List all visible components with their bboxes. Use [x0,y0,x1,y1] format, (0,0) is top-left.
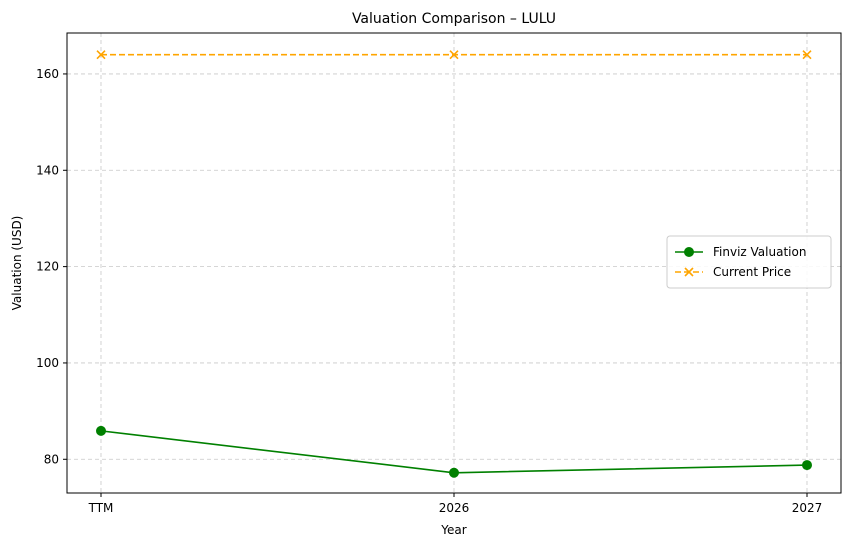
legend-label: Current Price [713,265,791,279]
legend-swatch-marker [684,267,694,277]
legend: Finviz Valuation Current Price [666,235,832,289]
legend-swatch-marker [684,247,694,257]
marker-stroke [684,267,694,277]
x-tick-label: 2026 [439,501,470,515]
data-point-finviz-valuation [449,467,459,478]
x-tick-label: 2027 [792,501,823,515]
legend-item-current-price: Current Price [675,265,791,279]
y-tick-label: 140 [36,163,59,177]
data-point-current-price [449,50,459,60]
axes-layer: TTM 2026 2027 80 100 120 140 160 [36,32,842,515]
data-point-current-price [802,50,812,60]
x-axis-label: Year [440,523,466,537]
y-axis-label: Valuation (USD) [10,216,24,311]
data-point-finviz-valuation [802,460,812,471]
series-current-price [96,50,812,60]
grid-layer [67,33,841,493]
y-tick-label: 160 [36,67,59,81]
chart-title: Valuation Comparison – LULU [352,11,556,27]
legend-item-finviz-valuation: Finviz Valuation [675,245,806,259]
series-layer [96,50,812,478]
x-tick-label: TTM [88,501,114,515]
legend-label: Finviz Valuation [713,245,806,259]
marker-stroke [802,50,812,60]
y-tick-label: 80 [44,452,59,466]
y-tick-label: 100 [36,356,59,370]
marker-stroke [96,50,106,60]
data-point-finviz-valuation [96,425,106,436]
y-tick-label: 120 [36,260,59,274]
data-point-current-price [96,50,106,60]
series-line-finviz-valuation [100,430,808,474]
series-finviz-valuation [96,425,812,478]
marker-stroke [449,50,459,60]
legend-box [666,235,832,289]
